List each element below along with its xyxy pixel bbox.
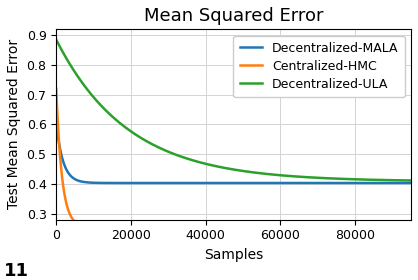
Decentralized-MALA: [190, 181, 195, 185]
Decentralized-MALA: [402, 181, 407, 185]
Centralized-HMC: [364, 225, 369, 229]
Line: Decentralized-MALA: Decentralized-MALA: [56, 123, 411, 183]
Decentralized-MALA: [115, 181, 120, 185]
Decentralized-MALA: [364, 181, 369, 185]
Centralized-HMC: [402, 225, 407, 229]
Decentralized-MALA: [408, 181, 413, 185]
Centralized-HMC: [268, 225, 273, 229]
Decentralized-ULA: [54, 38, 59, 41]
Decentralized-MALA: [205, 181, 210, 185]
Decentralized-ULA: [408, 179, 413, 182]
Line: Decentralized-ULA: Decentralized-ULA: [56, 40, 411, 181]
Y-axis label: Test Mean Squared Error: Test Mean Squared Error: [7, 39, 21, 209]
Decentralized-ULA: [190, 158, 195, 162]
Decentralized-MALA: [94, 181, 99, 185]
Title: Mean Squared Error: Mean Squared Error: [144, 7, 324, 25]
Line: Centralized-HMC: Centralized-HMC: [56, 89, 411, 227]
Centralized-HMC: [408, 225, 413, 229]
Decentralized-ULA: [115, 120, 120, 123]
Centralized-HMC: [205, 225, 210, 229]
Centralized-HMC: [190, 225, 195, 229]
Decentralized-MALA: [54, 121, 59, 125]
Decentralized-ULA: [205, 163, 210, 166]
Centralized-HMC: [94, 225, 99, 228]
Decentralized-ULA: [94, 99, 99, 102]
Text: 11: 11: [4, 262, 29, 280]
Centralized-HMC: [54, 87, 59, 90]
Legend: Decentralized-MALA, Centralized-HMC, Decentralized-ULA: Decentralized-MALA, Centralized-HMC, Dec…: [233, 36, 405, 97]
Decentralized-ULA: [402, 179, 407, 182]
Decentralized-MALA: [302, 181, 307, 185]
Centralized-HMC: [115, 225, 120, 229]
Decentralized-ULA: [363, 178, 368, 181]
X-axis label: Samples: Samples: [204, 248, 263, 262]
